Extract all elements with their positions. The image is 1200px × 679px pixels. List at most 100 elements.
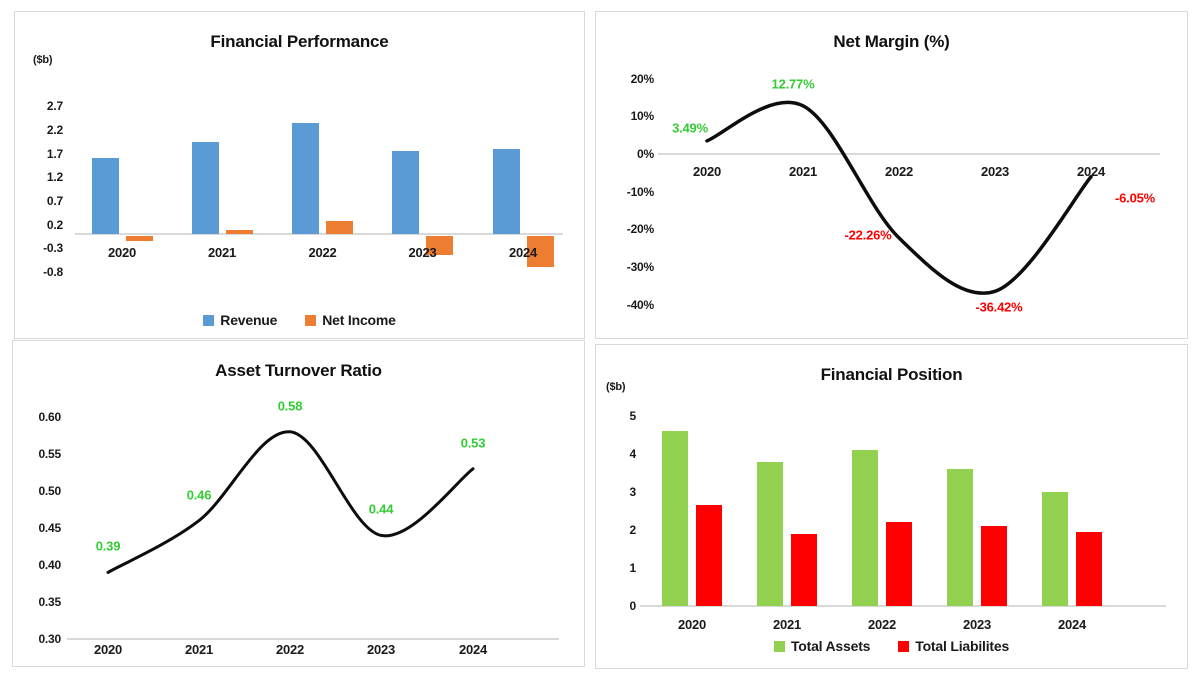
- legend-swatch-total-assets: [773, 640, 785, 652]
- legend-label: Revenue: [220, 312, 278, 328]
- x-axis-line: [67, 638, 559, 640]
- legend-item-total-liabilites: Total Liabilites: [898, 638, 1009, 654]
- y-axis-tick: 0.7: [46, 193, 63, 208]
- y-axis-tick: 0.2: [46, 217, 63, 232]
- y-axis-tick: 0.45: [38, 521, 61, 535]
- y-axis-tick: 2.7: [46, 99, 63, 114]
- chart-title: Net Margin (%): [833, 32, 950, 51]
- chart-panel-net-margin: Net Margin (%) 20% 10% 0% -10% -20% -30% -40% 2…: [595, 11, 1188, 339]
- legend-swatch-total-liabilites: [898, 640, 910, 652]
- legend-item-net-income: Net Income: [305, 312, 396, 328]
- axis-unit-label: ($b): [606, 381, 626, 393]
- chart-panel-financial-position: Financial Position ($b) 5 4 3 2 1 0 2020 2021 20…: [595, 344, 1188, 669]
- bar-total-liabilites-2020: [696, 505, 722, 606]
- y-axis-tick: 5: [629, 409, 637, 423]
- bar-revenue-2024: [492, 148, 520, 234]
- x-axis-line: [640, 605, 1166, 607]
- plot-area: 20% 10% 0% -10% -20% -30% -40% 2020 2021 2022 2023…: [596, 12, 1187, 338]
- x-axis-label: 2020: [93, 642, 123, 657]
- x-axis-label: 2020: [692, 164, 722, 179]
- legend-label: Total Assets: [790, 638, 871, 654]
- x-axis-label: 2021: [207, 245, 237, 260]
- chart-title: Financial Performance: [210, 32, 389, 51]
- x-axis-label: 2021: [788, 164, 818, 179]
- axis-unit-label: ($b): [33, 54, 53, 66]
- bar-net-income-2020: [125, 236, 153, 241]
- x-axis-label: 2023: [408, 245, 437, 260]
- y-axis-tick: -20%: [626, 222, 654, 237]
- data-label-2022: 0.58: [277, 398, 303, 414]
- data-label-2024: 0.53: [460, 435, 486, 451]
- chart-title: Asset Turnover Ratio: [215, 361, 382, 380]
- trend-line-path: [705, 100, 1093, 295]
- x-axis-label: 2024: [458, 642, 488, 657]
- y-axis-tick: 0.55: [38, 447, 61, 461]
- y-axis-tick: 0%: [637, 147, 654, 161]
- x-axis-label: 2022: [275, 642, 305, 657]
- chart-panel-financial-performance: Financial Performance ($b) 2.7 2.2 1.7 1.2 0…: [14, 11, 585, 339]
- y-axis-tick: 0.30: [38, 632, 61, 646]
- x-axis-label: 2023: [366, 642, 396, 657]
- data-label-2023: 0.44: [368, 501, 394, 517]
- y-axis-tick: 0.60: [38, 410, 61, 424]
- y-axis-tick: 0.35: [38, 595, 61, 609]
- x-axis-label: 2024: [1076, 164, 1106, 179]
- legend: Revenue Net Income: [15, 312, 584, 328]
- x-axis-line: [658, 153, 1160, 155]
- y-axis-tick: 0.40: [38, 558, 61, 572]
- bar-net-income-2023: [426, 236, 453, 255]
- y-axis-tick: 1: [629, 561, 637, 575]
- y-axis-tick: 10%: [630, 109, 655, 124]
- legend: Total Assets Total Liabilites: [596, 638, 1187, 654]
- chart-title: Financial Position: [820, 365, 963, 384]
- x-axis-label: 2021: [184, 642, 214, 657]
- y-axis-tick: 1.7: [46, 146, 63, 161]
- bar-total-liabilites-2022: [886, 522, 912, 606]
- plot-area: 0.60 0.55 0.50 0.45 0.40 0.35 0.30 2020 2021 2022…: [13, 341, 584, 666]
- bar-total-assets-2024: [1042, 492, 1068, 606]
- y-axis-tick: -10%: [626, 184, 654, 199]
- x-axis-label: 2020: [677, 617, 707, 632]
- legend-label: Net Income: [322, 312, 396, 328]
- y-axis-tick: -0.8: [43, 264, 63, 279]
- data-label-2023: -36.42%: [975, 299, 1023, 315]
- y-axis-tick: -30%: [626, 260, 654, 275]
- bar-revenue-2022: [292, 122, 319, 234]
- x-axis-label: 2020: [107, 245, 137, 260]
- data-label-2022: -22.26%: [844, 227, 892, 243]
- y-axis-tick: 0.50: [38, 484, 61, 498]
- bar-net-income-2021: [225, 230, 253, 234]
- plot-area: 5 4 3 2 1 0 2020 2021 2022 2023 2024: [596, 345, 1187, 668]
- x-axis-line: [75, 233, 563, 235]
- data-label-2020: 0.39: [95, 538, 121, 554]
- bar-revenue-2023: [392, 151, 419, 234]
- bar-net-income-2022: [326, 220, 353, 234]
- y-axis-tick: 1.2: [46, 170, 63, 185]
- bar-total-assets-2021: [757, 461, 783, 606]
- y-axis-tick: 3: [629, 485, 637, 499]
- x-axis-label: 2022: [308, 245, 337, 260]
- bar-total-assets-2023: [947, 469, 973, 606]
- x-axis-label: 2024: [508, 245, 538, 260]
- legend-swatch-net-income: [305, 314, 317, 326]
- bar-total-liabilites-2023: [981, 526, 1007, 606]
- y-axis-tick: 20%: [630, 71, 655, 86]
- bar-revenue-2020: [91, 158, 119, 234]
- plot-area: 2.7 2.2 1.7 1.2 0.7 0.2 -0.3 -0.8 2020 2021 2022 20…: [15, 12, 584, 338]
- chart-panel-asset-turnover-ratio: Asset Turnover Ratio 0.60 0.55 0.50 0.45 0.4…: [12, 340, 585, 667]
- bar-total-assets-2020: [662, 431, 688, 606]
- y-axis-tick: 4: [629, 447, 637, 461]
- legend-label: Total Liabilites: [915, 638, 1010, 654]
- legend-item-revenue: Revenue: [203, 312, 277, 328]
- x-axis-label: 2023: [962, 617, 992, 632]
- y-axis-tick: -0.3: [43, 241, 63, 256]
- y-axis-tick: 2.2: [46, 122, 63, 137]
- x-axis-label: 2022: [884, 164, 914, 179]
- data-label-2021: 0.46: [186, 487, 212, 503]
- bar-revenue-2021: [191, 141, 219, 234]
- y-axis-tick: -40%: [626, 297, 654, 312]
- x-axis-label: 2024: [1057, 617, 1087, 632]
- bar-total-liabilites-2024: [1076, 531, 1102, 606]
- y-axis-tick: 0: [629, 599, 637, 613]
